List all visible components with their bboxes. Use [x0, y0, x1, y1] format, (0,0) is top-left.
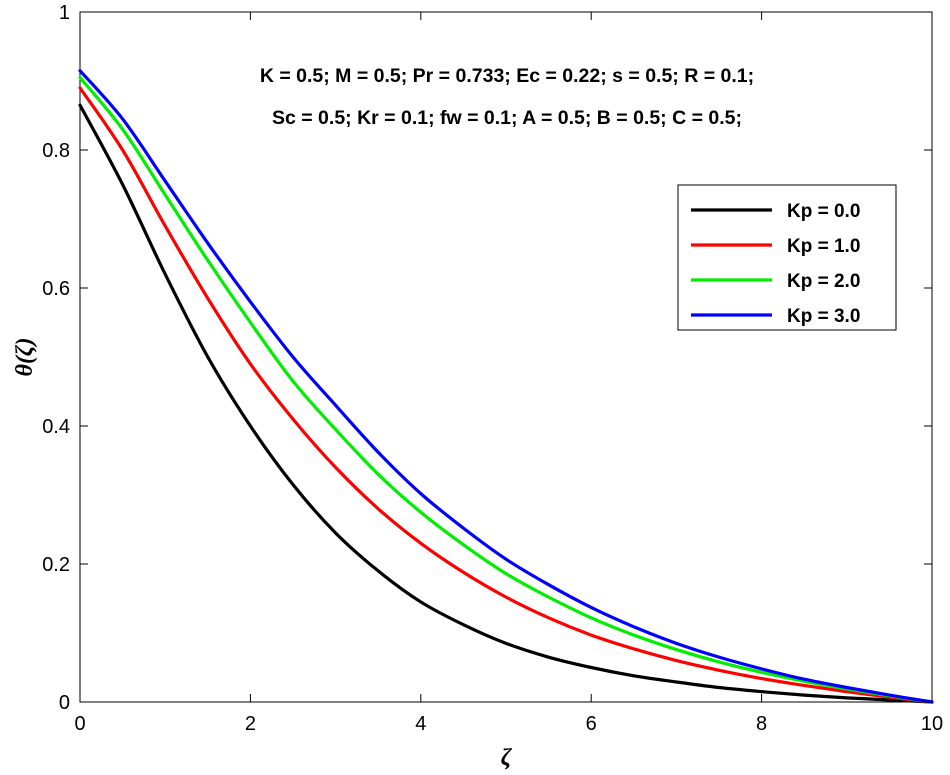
axes-layer: 0 2 4 6 8 10 0 0.2 0.4 0.6 0.8 1 [42, 2, 943, 735]
series-line-2 [78, 86, 934, 704]
y-tick-label: 0.4 [42, 416, 70, 438]
x-axis-label: ζ [501, 745, 513, 771]
legend-label-1: Kp = 0.0 [787, 201, 860, 222]
legend: Kp = 0.0 Kp = 1.0 Kp = 2.0 Kp = 3.0 [677, 184, 897, 331]
legend-items: Kp = 0.0 Kp = 1.0 Kp = 2.0 Kp = 3.0 [691, 201, 860, 327]
y-tick-label: 0.2 [42, 554, 70, 576]
y-tick-label: 0 [59, 692, 70, 714]
x-tick-label: 0 [74, 713, 85, 735]
legend-label-3: Kp = 2.0 [787, 271, 860, 292]
x-tick-label: 8 [756, 713, 767, 735]
y-tick-label: 1 [59, 2, 70, 24]
x-tick-label: 4 [415, 713, 426, 735]
series-line-1 [78, 103, 934, 704]
legend-label-2: Kp = 1.0 [787, 236, 860, 257]
series-line-3 [78, 75, 934, 704]
y-tick-label: 0.8 [42, 140, 70, 162]
x-tick-label: 2 [245, 713, 256, 735]
x-tick-label: 10 [921, 713, 943, 735]
series-line-4 [78, 69, 934, 704]
annotation-line-2: Sc = 0.5; Kr = 0.1; fw = 0.1; A = 0.5; B… [272, 107, 742, 129]
plot-area [79, 11, 933, 703]
y-axis-label: θ(ζ) [12, 337, 38, 376]
y-tick-label: 0.6 [42, 278, 70, 300]
legend-label-4: Kp = 3.0 [787, 306, 860, 327]
curves-layer [78, 69, 934, 704]
x-tick-label: 6 [586, 713, 597, 735]
annotation-line-1: K = 0.5; M = 0.5; Pr = 0.733; Ec = 0.22;… [260, 65, 754, 87]
